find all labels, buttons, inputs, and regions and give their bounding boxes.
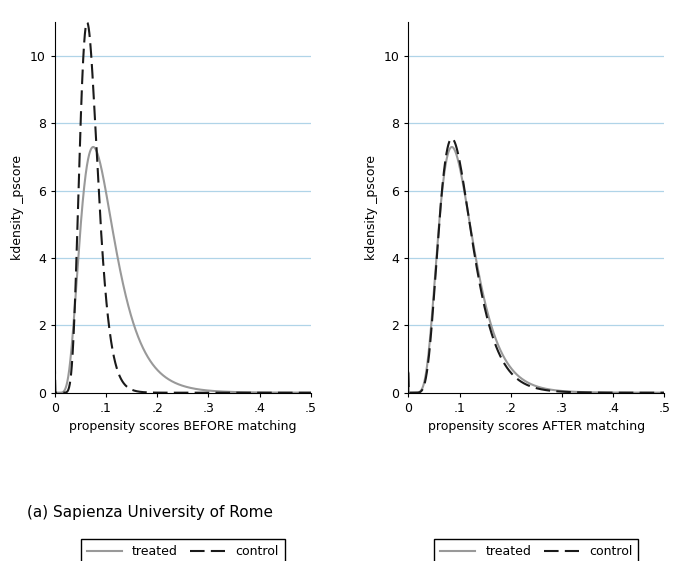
Legend: treated, control: treated, control [434,539,638,561]
control [404,369,412,376]
treated [74,257,82,264]
control [51,389,60,396]
control [74,202,82,209]
X-axis label: propensity scores AFTER matching: propensity scores AFTER matching [428,420,645,433]
control [57,389,65,396]
control [615,389,623,396]
treated [419,384,427,391]
control [205,389,213,396]
Y-axis label: kdensity _pscore: kdensity _pscore [365,155,378,260]
control [448,135,456,142]
Line: control: control [408,139,664,393]
treated [147,358,155,365]
control [660,389,669,396]
control [419,386,427,393]
Text: (a) Sapienza University of Rome: (a) Sapienza University of Rome [27,505,273,520]
Line: treated: treated [55,147,311,393]
treated [65,367,73,374]
control [51,356,59,362]
treated [57,389,65,396]
treated [89,144,97,150]
Line: treated: treated [408,147,664,393]
X-axis label: propensity scores BEFORE matching: propensity scores BEFORE matching [69,420,297,433]
treated [410,389,419,396]
control [427,324,436,331]
treated [205,387,213,394]
control [500,360,508,366]
control [410,389,419,396]
treated [448,144,456,150]
control [558,388,566,395]
control [307,389,315,396]
treated [615,389,623,396]
treated [405,389,413,396]
control [405,389,413,396]
treated [558,388,566,394]
Legend: treated, control: treated, control [81,539,285,561]
treated [51,389,60,396]
treated [262,389,270,396]
Line: control: control [55,22,311,393]
treated [404,369,412,376]
treated [660,389,669,396]
control [83,19,91,26]
control [262,389,270,396]
treated [307,389,315,396]
treated [51,373,59,379]
treated [427,317,436,324]
control [65,384,73,390]
control [147,389,155,396]
Y-axis label: kdensity _pscore: kdensity _pscore [12,155,25,260]
treated [500,354,508,361]
